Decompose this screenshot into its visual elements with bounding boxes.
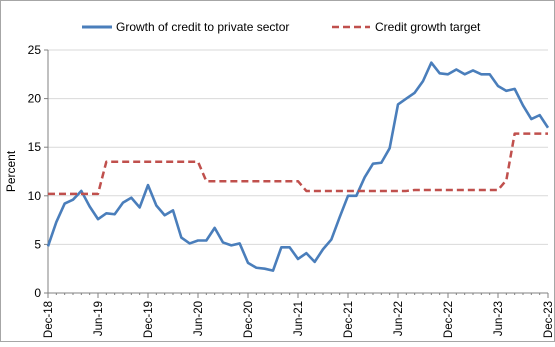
x-tick-labels: Dec-18 Jun-19 Dec-19 Jun-20 Dec-20 Jun-21 Dec-… [43, 301, 555, 338]
series-lines [46, 61, 550, 272]
legend-label-credit-target: Credit growth target [375, 20, 481, 34]
y-tick-label: 15 [28, 140, 42, 154]
legend: Growth of credit to private sector Credi… [82, 20, 481, 34]
x-tick-label: Jun-23 [493, 301, 505, 336]
x-tick-label: Jun-20 [193, 301, 205, 336]
x-tick-label: Jun-22 [393, 301, 405, 336]
x-tick-label: Dec-18 [43, 301, 55, 338]
x-tick-label: Dec-19 [143, 301, 155, 338]
axes [44, 49, 549, 298]
x-tick-label: Dec-20 [243, 301, 255, 338]
x-tick-label: Dec-22 [443, 301, 455, 338]
x-tick-label: Dec-23 [543, 301, 555, 338]
y-tick-label: 10 [28, 189, 42, 203]
y-tick-label: 20 [28, 92, 42, 106]
y-axis-label: Percent [4, 150, 18, 192]
legend-label-credit-growth: Growth of credit to private sector [116, 20, 289, 34]
series-line-credit-growth [46, 61, 550, 272]
x-tick-label: Jun-21 [293, 301, 305, 336]
x-tick-label: Dec-21 [343, 301, 355, 338]
y-tick-label: 0 [34, 286, 41, 300]
y-tick-label: 25 [28, 43, 42, 57]
series-line-credit-target [48, 132, 548, 196]
gridlines [48, 49, 548, 245]
y-tick-label: 5 [34, 237, 41, 251]
y-tick-labels: 0 5 10 15 20 25 [28, 43, 42, 300]
x-tick-label: Jun-19 [93, 301, 105, 336]
